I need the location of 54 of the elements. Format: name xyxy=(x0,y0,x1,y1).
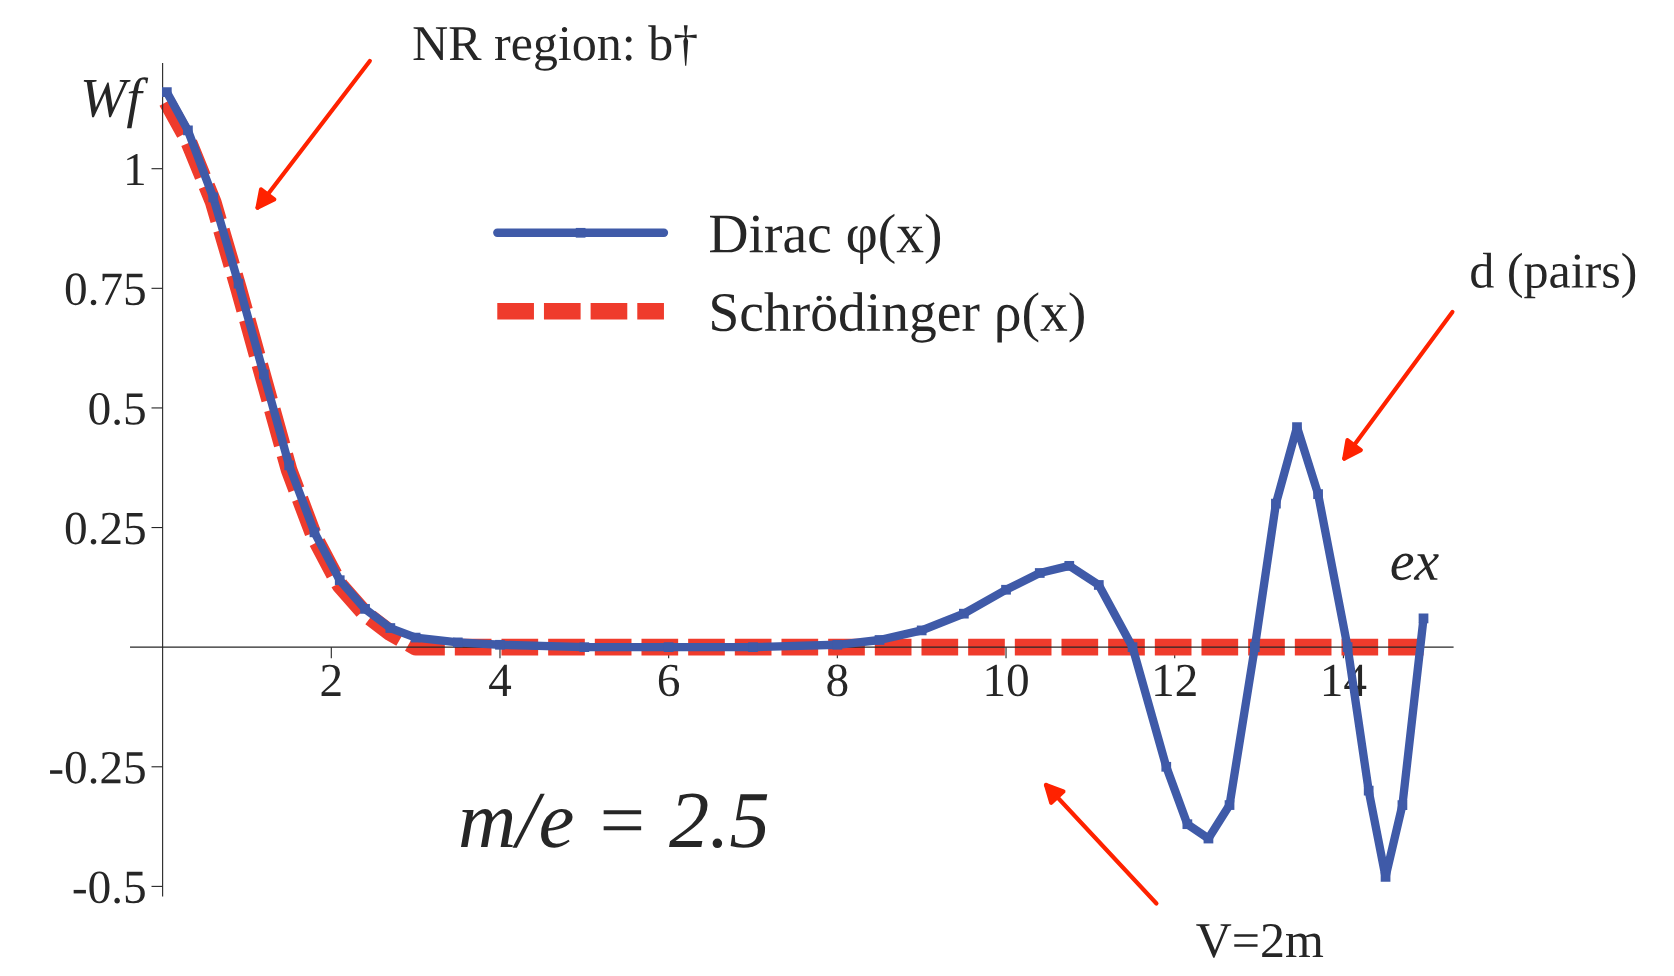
legend-label: Dirac φ(x) xyxy=(709,213,941,265)
point xyxy=(334,575,345,586)
point xyxy=(284,460,294,471)
point xyxy=(183,125,193,136)
x-tick-label: 2 xyxy=(321,664,341,696)
y-tick-label: 1 xyxy=(127,153,144,186)
point xyxy=(1127,642,1138,653)
point xyxy=(579,642,590,653)
text: V=2m xyxy=(1196,923,1324,958)
y-tick-label: -0.25 xyxy=(50,751,145,784)
point xyxy=(1380,871,1391,882)
x-tick-label: 10 xyxy=(986,664,1028,697)
point xyxy=(1034,568,1045,578)
point xyxy=(1249,642,1260,653)
point xyxy=(161,87,172,98)
point xyxy=(410,632,421,643)
point xyxy=(1363,785,1374,796)
text: d (pairs) xyxy=(1471,252,1636,299)
point xyxy=(1271,498,1281,509)
annotation: NR region: b† xyxy=(413,25,697,71)
point xyxy=(1397,800,1408,810)
annotation: m/e = 2.5 xyxy=(460,793,768,849)
y-tick-label: -0.5 xyxy=(73,871,145,904)
x-tick-label: 6 xyxy=(658,664,680,697)
point xyxy=(1001,584,1011,595)
y-tick-label: 0.75 xyxy=(65,273,145,306)
x-axis-title: ex xyxy=(1391,553,1439,581)
point xyxy=(874,635,885,645)
point xyxy=(1224,800,1235,810)
point xyxy=(1342,642,1353,653)
point xyxy=(1161,761,1172,772)
point xyxy=(663,642,674,653)
point xyxy=(1064,560,1075,571)
point xyxy=(1182,819,1193,830)
x-tick-label: 12 xyxy=(1155,664,1196,696)
point xyxy=(959,608,969,619)
legend-label: Schrödinger ρ(x) xyxy=(712,292,1084,343)
y-tick-label: 0.5 xyxy=(89,392,145,425)
point xyxy=(1313,489,1323,499)
point xyxy=(1093,580,1104,590)
x-tick-label: 8 xyxy=(827,664,848,697)
y-tick-label: 0.25 xyxy=(65,512,145,545)
point xyxy=(748,642,758,653)
x-tick-label: 4 xyxy=(489,664,512,696)
point xyxy=(916,625,927,636)
point xyxy=(208,192,219,203)
point xyxy=(385,623,396,633)
point xyxy=(832,639,843,650)
point xyxy=(258,369,269,380)
point xyxy=(495,639,505,650)
y-axis-title: Wf xyxy=(83,77,149,129)
point xyxy=(309,527,320,538)
point xyxy=(360,604,370,614)
point xyxy=(452,637,463,648)
